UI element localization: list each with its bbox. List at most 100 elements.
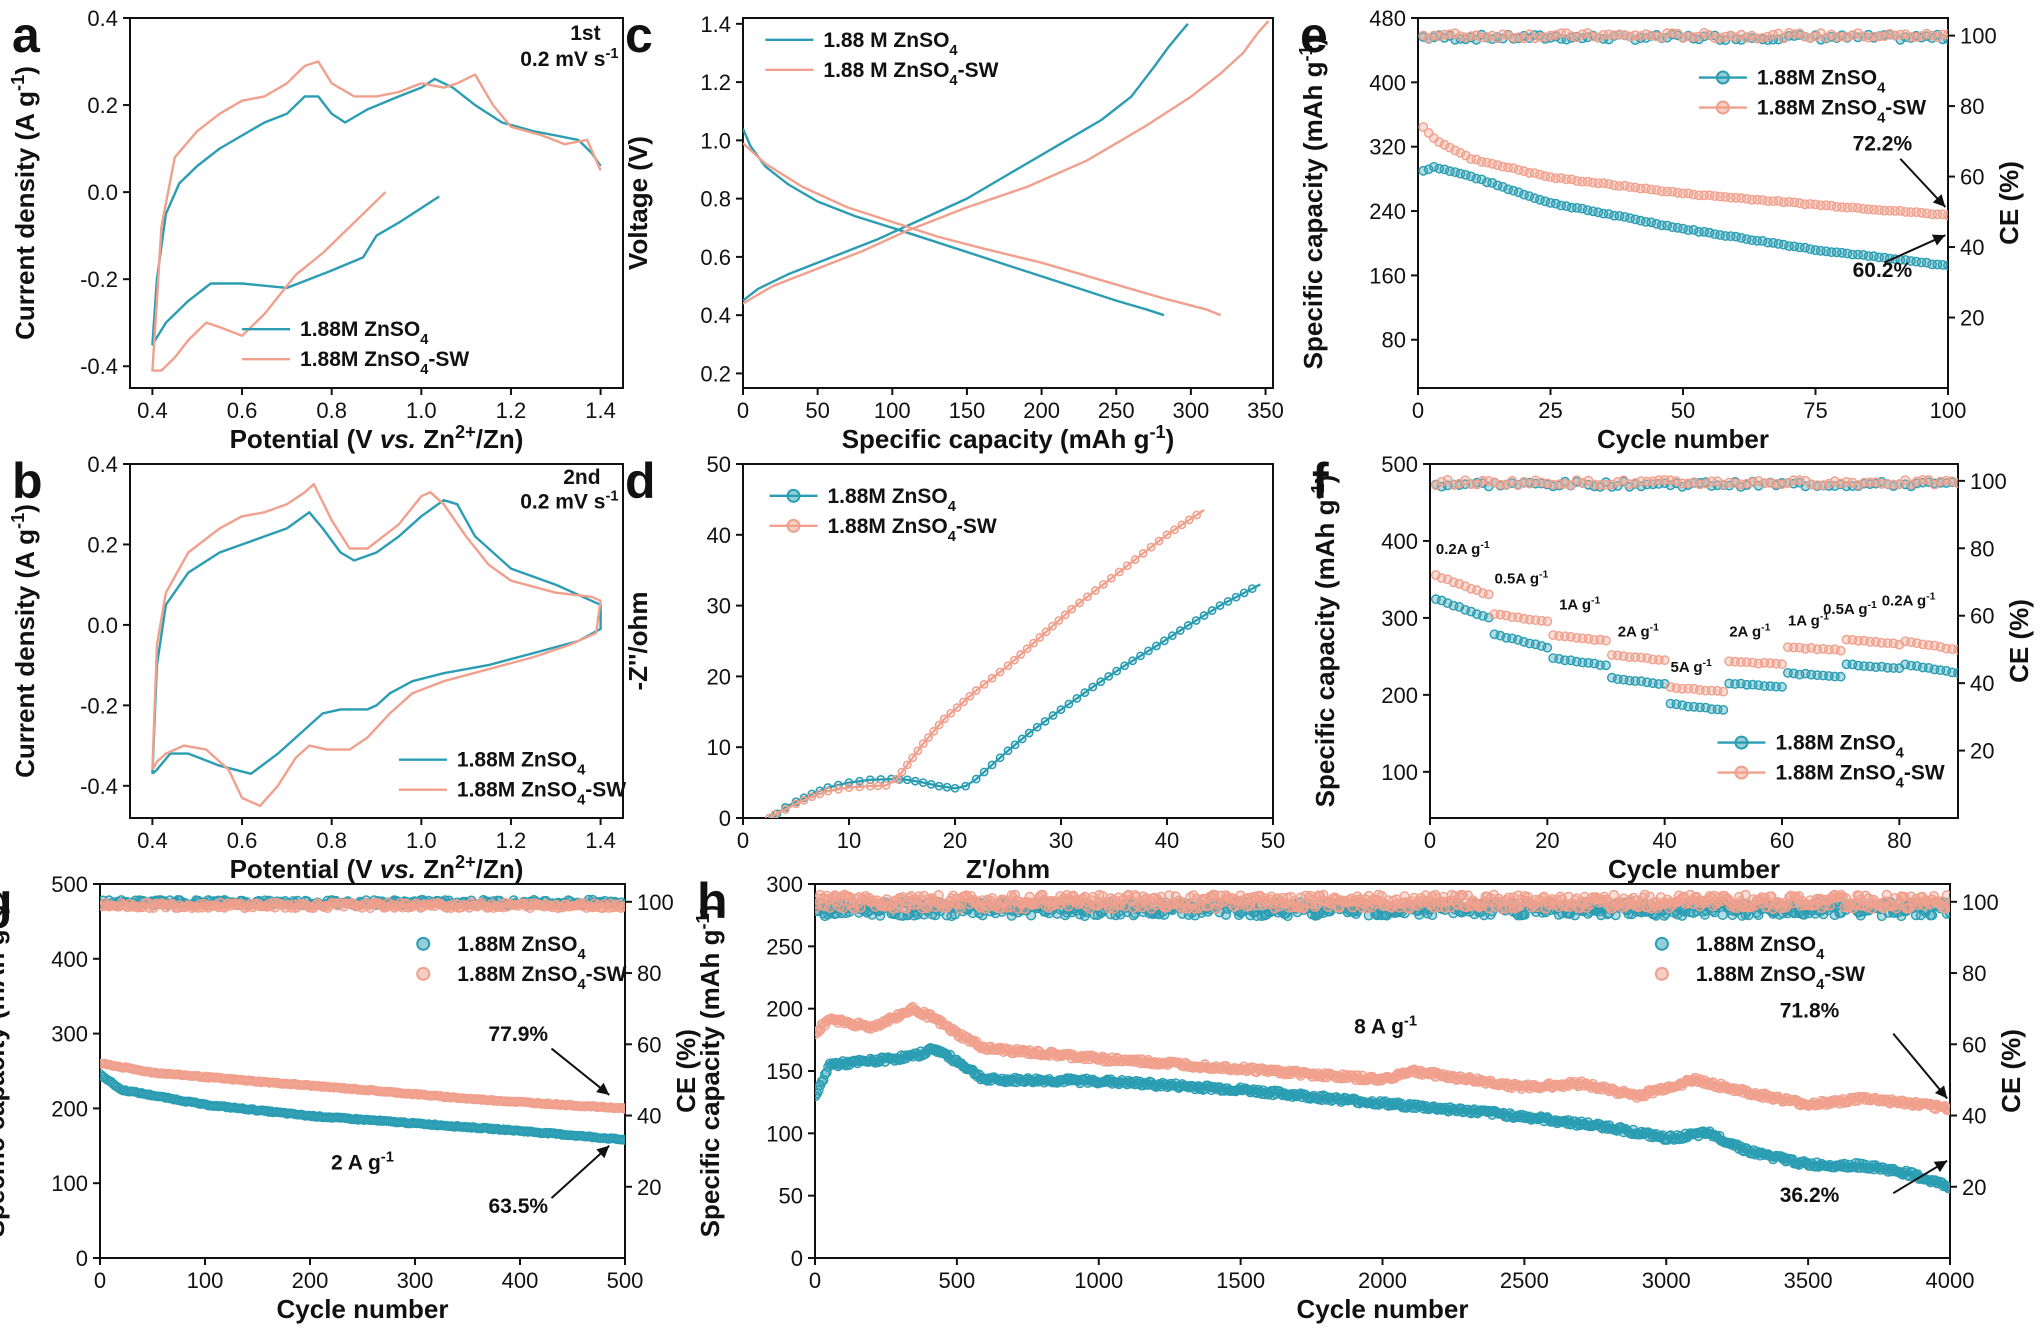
series-znso4-sw-line — [743, 142, 1222, 317]
series-znso4-capacity-point — [1603, 209, 1614, 219]
series-znso4-capacity-point — [1476, 174, 1487, 185]
legend-entry: 1.88M ZnSO4-SW — [769, 515, 997, 545]
series-znso4-sw-point — [1091, 586, 1100, 595]
legend-entry: 1.88M ZnSO4 — [769, 485, 957, 515]
y-tick-label: 100 — [766, 1121, 803, 1146]
series-znso4-sw-point — [1060, 610, 1070, 620]
series-znso4-sw-point — [918, 739, 928, 749]
series-znso4-sw-point — [1184, 515, 1194, 525]
y-tick-label: 0.0 — [87, 180, 118, 205]
series-znso4-sw-point — [1170, 525, 1179, 535]
x-tick-label: 60 — [1770, 828, 1794, 853]
x-tick-label: 0.8 — [316, 828, 347, 853]
y-tick-label: 200 — [1381, 683, 1418, 708]
y2-tick-label: 60 — [1962, 1032, 1986, 1057]
plot-frame — [129, 17, 624, 389]
series-znso4-sw-ce-point — [1593, 32, 1604, 43]
series-znso4-capacity-point — [1466, 171, 1476, 182]
x-tick-label: 250 — [1098, 398, 1135, 423]
y-tick-label: -0.2 — [80, 693, 118, 718]
x-tick-label: 50 — [1261, 828, 1285, 853]
series-znso4-sw-line — [151, 482, 602, 808]
legend-entry: 1.88M ZnSO4-SW — [242, 348, 469, 378]
x-tick-label: 500 — [607, 1268, 644, 1293]
x-axis-title: Specific capacity (mAh g-1) — [842, 422, 1175, 454]
x-tick-label: 4000 — [1926, 1268, 1975, 1293]
series-znso4-sw-point — [1009, 655, 1019, 665]
retention-label: 60.2% — [1853, 259, 1913, 282]
x-tick-label: 500 — [939, 1268, 976, 1293]
panel-letter: b — [12, 453, 43, 509]
series-znso4-sw-ce-point — [1699, 28, 1710, 38]
series-znso4-sw-ce-point — [1879, 31, 1890, 41]
legend-entry: 1.88M ZnSO4 — [1717, 732, 1905, 762]
panel-c: c0 50 100 150 200 250 300 3500.20.40.60.81.01.2… — [623, 7, 1284, 454]
series-znso4-point — [1128, 656, 1137, 666]
series-znso4-sw-point — [1035, 633, 1045, 642]
series-znso4-point — [918, 778, 928, 787]
x-tick-label: 50 — [1671, 398, 1695, 423]
panel-g: g010020030040050001002003004005002040608… — [0, 872, 701, 1324]
series-znso4-sw-point — [791, 799, 801, 809]
series-znso4-sw-ce-point — [1884, 28, 1895, 39]
series-znso4-sw-capacity-point — [1471, 154, 1482, 165]
y-tick-label: 50 — [707, 452, 731, 477]
series-znso4-point — [1080, 688, 1090, 698]
legend-entry: 1.88M ZnSO4 — [1698, 67, 1886, 97]
series-znso4-point — [1064, 699, 1074, 709]
series-znso4-capacity-point — [821, 1067, 832, 1078]
x-tick-label: 0 — [1412, 398, 1424, 423]
series-znso4-point — [865, 775, 875, 785]
series-znso4-sw-ce-point — [1747, 30, 1757, 41]
legend-label: 1.88M ZnSO4 — [828, 485, 957, 515]
series-znso4-capacity-point — [1542, 642, 1553, 653]
annotation: 0.2 mV s-1 — [520, 488, 618, 513]
series-znso4-sw-ce-point — [1847, 30, 1858, 41]
y-tick-label: 0.4 — [87, 6, 118, 31]
legend-label: 1.88M ZnSO4 — [457, 749, 586, 779]
y2-tick-label: 20 — [1970, 739, 1994, 764]
series-znso4-sw-point — [971, 686, 981, 695]
y-tick-label: 0.8 — [700, 187, 731, 212]
y-axis-title: Specific capacity (mAh g-1) — [0, 905, 10, 1238]
plot-data — [151, 60, 602, 372]
annotation: 0.2 mV s-1 — [520, 46, 618, 71]
y-tick-label: 100 — [51, 1171, 88, 1196]
series-znso4-capacity-point — [1423, 164, 1434, 175]
series-znso4-sw-point — [815, 789, 825, 799]
series-znso4-sw-point — [1130, 555, 1140, 564]
x-tick-label: 20 — [943, 828, 967, 853]
series-znso4-sw-ce-point — [1953, 478, 1958, 489]
y2-tick-label: 60 — [1970, 604, 1994, 629]
series-znso4-sw-point — [913, 746, 923, 756]
annotation: 2 A g-1 — [331, 1150, 394, 1175]
series-znso4-sw-capacity-point — [1444, 142, 1455, 153]
y-tick-label: 300 — [766, 872, 803, 897]
series-znso4-sw-capacity-point — [1718, 686, 1729, 697]
rate-label: 1A g-1 — [1559, 594, 1600, 613]
x-axis-title: Cycle number — [277, 1294, 449, 1324]
series-znso4-sw-ce-point — [620, 901, 625, 912]
y2-tick-label: 60 — [637, 1032, 661, 1057]
y2-tick-label: 40 — [637, 1104, 661, 1129]
series-znso4-sw-ce-point — [1572, 32, 1582, 43]
series-znso4-point — [1048, 711, 1058, 720]
x-tick-label: 200 — [1023, 398, 1060, 423]
annotation: 2nd — [563, 466, 600, 489]
series-znso4-capacity-point — [1497, 181, 1508, 192]
x-tick-label: 0.6 — [227, 828, 258, 853]
legend-entry: 1.88M ZnSO4-SW — [416, 963, 627, 993]
y-axis-title: Specific capacity (mAh g-1) — [1296, 37, 1328, 370]
legend-entry: 1.88 M ZnSO4-SW — [765, 59, 999, 89]
rate-label: 0.5A g-1 — [1823, 599, 1877, 618]
series-znso4-ce-point — [1694, 34, 1704, 45]
x-tick-label: 300 — [397, 1268, 434, 1293]
series-znso4-capacity-point — [1487, 177, 1498, 188]
panel-a: a0.4 0.6 0.8 1.0 1.2 1.4-0.4-0.20.00.20.4Pote… — [8, 6, 624, 454]
series-znso4-sw-capacity-point — [1508, 163, 1519, 174]
x-tick-label: 150 — [949, 398, 986, 423]
plot-data — [151, 482, 602, 808]
y2-tick-label: 80 — [637, 961, 661, 986]
series-znso4-sw-point — [1192, 510, 1202, 520]
y2-axis-title: CE (%) — [1996, 1029, 2026, 1113]
